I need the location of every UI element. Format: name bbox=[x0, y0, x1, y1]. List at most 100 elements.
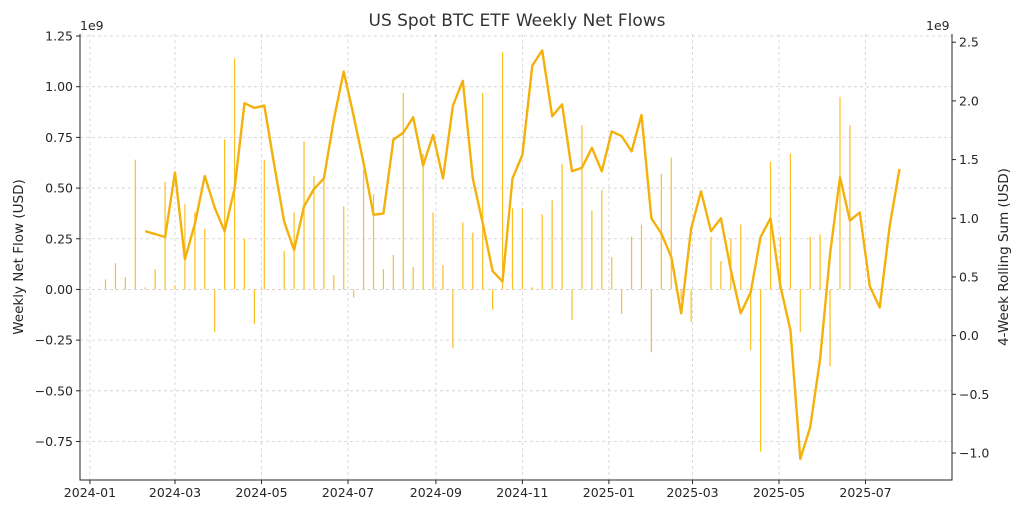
x-axis: 2024-01 2024-03 2024-05 2024-07 2024-09 2024-… bbox=[64, 480, 892, 500]
flow-bar bbox=[194, 212, 196, 290]
flow-bar bbox=[720, 261, 722, 290]
flow-bar bbox=[700, 289, 702, 291]
flow-bar bbox=[819, 234, 821, 290]
flow-bar bbox=[482, 92, 484, 290]
rolling-sum-line bbox=[144, 49, 901, 461]
flow-bar bbox=[343, 206, 345, 290]
flow-bar bbox=[452, 289, 454, 349]
flow-bar bbox=[382, 269, 385, 290]
x-tick-label: 2025-01 bbox=[583, 485, 635, 500]
flow-bar bbox=[611, 257, 613, 290]
flow-bar bbox=[561, 163, 563, 290]
right-tick-label: 2.5 bbox=[959, 35, 979, 50]
x-tick-label: 2025-03 bbox=[666, 485, 718, 500]
left-tick-label: 0.25 bbox=[45, 231, 73, 246]
flow-bar bbox=[621, 289, 623, 314]
left-tick-label: 0.00 bbox=[45, 282, 73, 297]
gridlines bbox=[80, 34, 952, 480]
flow-bar bbox=[184, 204, 186, 290]
right-tick-label: 0.0 bbox=[959, 328, 979, 343]
flow-bar bbox=[591, 210, 593, 290]
flow-bar bbox=[263, 159, 265, 290]
chart-title: US Spot BTC ETF Weekly Net Flows bbox=[369, 11, 666, 31]
flow-bar bbox=[402, 92, 404, 290]
right-axis-offset: 1e9 bbox=[926, 18, 950, 33]
flow-bar bbox=[779, 236, 782, 290]
flow-bar bbox=[333, 275, 335, 290]
x-tick-label: 2024-05 bbox=[235, 485, 287, 500]
left-tick-label: 0.75 bbox=[45, 130, 73, 145]
right-y-axis: −1.0 −0.5 0.0 0.5 1.0 1.5 2.0 2.5 bbox=[952, 35, 989, 461]
flow-bar bbox=[204, 228, 206, 290]
flow-bar bbox=[650, 289, 653, 353]
flow-bar bbox=[303, 141, 305, 290]
flow-bar bbox=[640, 224, 643, 290]
flow-bar bbox=[442, 265, 444, 290]
left-tick-label: −0.50 bbox=[35, 383, 73, 398]
flow-bar bbox=[521, 208, 523, 290]
left-y-axis: −0.75 −0.50 −0.25 0.00 0.25 0.50 0.75 1.00 1.25 bbox=[35, 29, 80, 449]
x-tick-label: 2024-11 bbox=[496, 485, 548, 500]
right-tick-label: 0.5 bbox=[959, 269, 979, 284]
flow-bar bbox=[849, 125, 851, 290]
flow-bar bbox=[214, 289, 216, 333]
right-axis-title: 4-Week Rolling Sum (USD) bbox=[996, 168, 1012, 346]
flow-bar bbox=[392, 254, 394, 290]
left-tick-label: 0.50 bbox=[45, 181, 73, 196]
flow-bar bbox=[432, 212, 434, 290]
right-tick-label: −0.5 bbox=[959, 387, 989, 402]
flow-bar bbox=[740, 224, 742, 290]
flow-bar bbox=[224, 139, 226, 290]
flow-bar bbox=[789, 153, 791, 290]
x-tick-label: 2025-05 bbox=[753, 485, 805, 500]
flow-bar bbox=[353, 289, 355, 298]
flow-bar bbox=[233, 58, 236, 290]
weekly-net-flow-bars bbox=[104, 52, 891, 452]
flow-bar bbox=[134, 159, 136, 290]
left-tick-label: 1.25 bbox=[45, 29, 73, 44]
flow-bar bbox=[323, 173, 325, 290]
left-tick-label: 1.00 bbox=[45, 79, 73, 94]
flow-bar bbox=[581, 125, 583, 290]
flow-bar bbox=[501, 52, 504, 290]
flow-bar bbox=[531, 287, 533, 290]
left-tick-label: −0.75 bbox=[35, 434, 73, 449]
flow-bar bbox=[829, 289, 831, 367]
flow-bar bbox=[551, 200, 553, 290]
flow-bar bbox=[541, 214, 543, 290]
flow-bar bbox=[750, 289, 752, 351]
flow-bar bbox=[412, 267, 414, 290]
left-axis-offset: 1e9 bbox=[80, 18, 104, 33]
flow-bar bbox=[630, 236, 633, 290]
flow-bar bbox=[104, 279, 107, 290]
flow-bar bbox=[710, 236, 712, 290]
flow-bar bbox=[601, 190, 603, 290]
flow-bar bbox=[114, 263, 117, 290]
right-tick-label: 1.0 bbox=[959, 211, 979, 226]
flow-bar bbox=[472, 232, 474, 290]
x-tick-label: 2024-07 bbox=[322, 485, 374, 500]
flow-bar bbox=[571, 289, 573, 320]
flow-bar bbox=[462, 222, 464, 290]
left-axis-title: Weekly Net Flow (USD) bbox=[11, 179, 27, 335]
flow-bar bbox=[670, 157, 672, 290]
rolling-sum-line-group bbox=[144, 49, 901, 461]
right-tick-label: 2.0 bbox=[959, 93, 979, 108]
x-tick-label: 2025-07 bbox=[839, 485, 891, 500]
x-tick-label: 2024-01 bbox=[64, 485, 116, 500]
flow-bar bbox=[362, 169, 365, 290]
flow-bar bbox=[492, 289, 494, 310]
flow-bar bbox=[869, 289, 871, 291]
flow-bar bbox=[511, 208, 514, 290]
flow-bar bbox=[422, 153, 424, 290]
flow-bar bbox=[283, 250, 285, 290]
flow-bar bbox=[879, 289, 881, 291]
flow-bar bbox=[174, 285, 176, 290]
flow-bar bbox=[839, 96, 841, 290]
flow-bar bbox=[809, 236, 811, 290]
flow-bar bbox=[690, 289, 692, 322]
right-tick-label: −1.0 bbox=[959, 446, 989, 461]
plot-frame bbox=[79, 34, 953, 481]
flow-bar bbox=[313, 175, 315, 290]
flow-bar bbox=[759, 289, 762, 452]
